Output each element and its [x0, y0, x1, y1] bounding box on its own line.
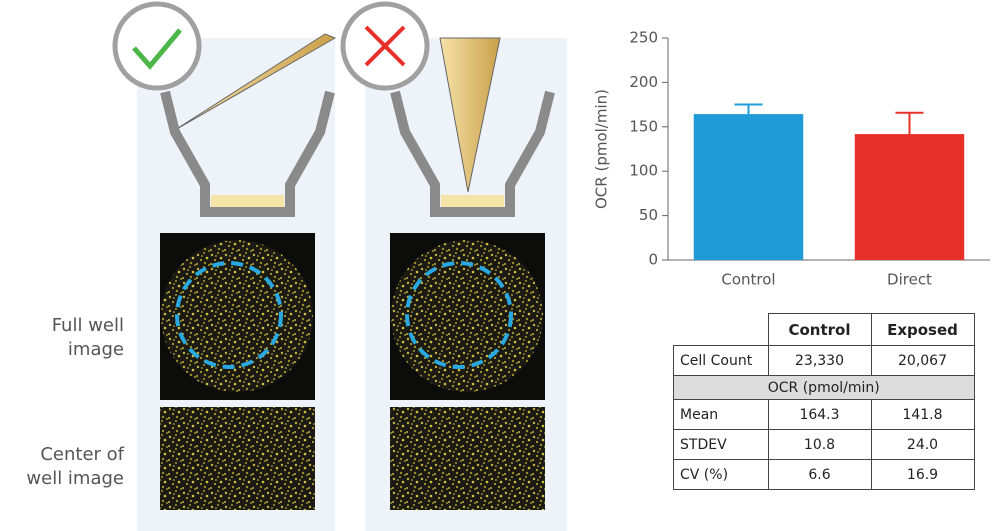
- row-header: Cell Count: [674, 346, 769, 376]
- y-tick-label: 150: [629, 117, 658, 135]
- micrograph-center: [160, 407, 315, 510]
- cell: 6.6: [768, 460, 871, 490]
- row-header: STDEV: [674, 430, 769, 460]
- y-tick-label: 200: [629, 73, 658, 91]
- row-label: Center of well image: [24, 443, 124, 491]
- medium: [441, 195, 504, 207]
- cell: 10.8: [768, 430, 871, 460]
- cell: 20,067: [871, 346, 974, 376]
- page: 0 50 100 150 200 250 OCR (pmol/min) Control Dire…: [0, 0, 994, 531]
- bar: [694, 114, 803, 260]
- row-header: CV (%): [674, 460, 769, 490]
- bar: [855, 134, 964, 260]
- micrograph-center: [390, 407, 545, 510]
- y-tick-label: 50: [639, 206, 658, 224]
- cell: 164.3: [768, 400, 871, 430]
- x-tick-label: Direct: [887, 271, 932, 289]
- y-tick-label: 0: [648, 251, 658, 269]
- cell: 16.9: [871, 460, 974, 490]
- check-icon: [115, 4, 199, 88]
- cell: 23,330: [768, 346, 871, 376]
- y-tick-label: 250: [629, 29, 658, 47]
- y-axis-label: OCR (pmol/min): [593, 89, 611, 209]
- col-header: Control: [768, 314, 871, 346]
- x-tick-label: Control: [721, 271, 775, 289]
- col-header: Exposed: [871, 314, 974, 346]
- row-label: Full well image: [24, 314, 124, 362]
- y-tick-label: 100: [629, 162, 658, 180]
- summary-table: Control Exposed Cell Count 23,330 20,067…: [673, 313, 975, 490]
- section-header: OCR (pmol/min): [674, 376, 975, 400]
- cell: 141.8: [871, 400, 974, 430]
- cell: 24.0: [871, 430, 974, 460]
- medium: [211, 195, 284, 207]
- row-header: Mean: [674, 400, 769, 430]
